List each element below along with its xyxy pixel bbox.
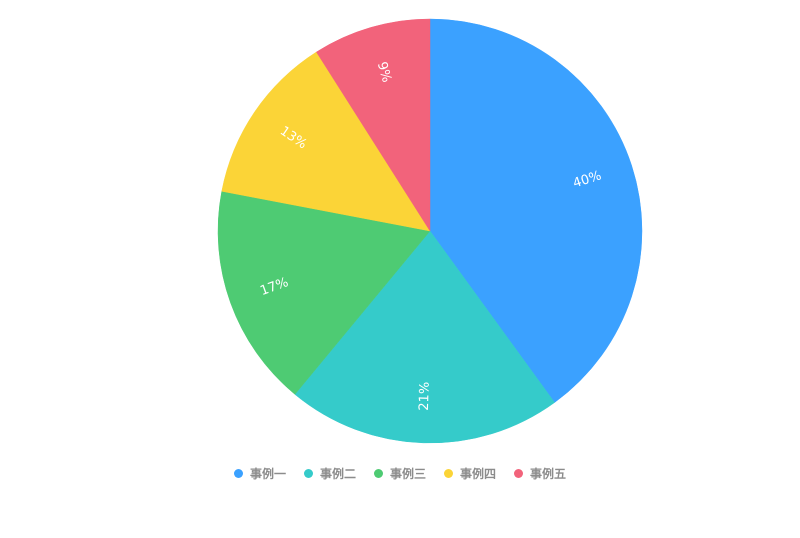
- legend-item-2[interactable]: 事例二: [303, 465, 356, 482]
- legend-marker: [514, 468, 524, 478]
- pie-slice-4[interactable]: [221, 51, 431, 232]
- legend-label: 事例五: [530, 466, 567, 481]
- legend-label: 事例三: [389, 466, 426, 481]
- legend-item-3[interactable]: 事例三: [373, 465, 426, 482]
- legend-item-1[interactable]: 事例一: [233, 465, 286, 482]
- legend-marker: [444, 468, 453, 478]
- pie-label-2: 21%: [417, 382, 433, 411]
- pie-slice-3[interactable]: [217, 190, 431, 395]
- legend-label: 事例四: [460, 466, 497, 481]
- pie-slice-2[interactable]: [294, 230, 555, 444]
- legend: 事例一 事例二 事例三 事例四 事例五: [0, 462, 800, 484]
- legend-marker: [303, 468, 313, 478]
- pie-label-5: 9%: [374, 60, 394, 84]
- legend-marker: [373, 468, 383, 478]
- legend-item-5[interactable]: 事例五: [514, 465, 566, 482]
- pie-slice-1[interactable]: [429, 18, 643, 403]
- pie-slices: [217, 18, 643, 444]
- legend-marker: [233, 468, 243, 478]
- legend-item-4[interactable]: 事例四: [444, 465, 496, 482]
- legend-label: 事例二: [319, 466, 356, 481]
- pie-slice-5[interactable]: [316, 18, 431, 232]
- legend-label: 事例一: [249, 466, 286, 481]
